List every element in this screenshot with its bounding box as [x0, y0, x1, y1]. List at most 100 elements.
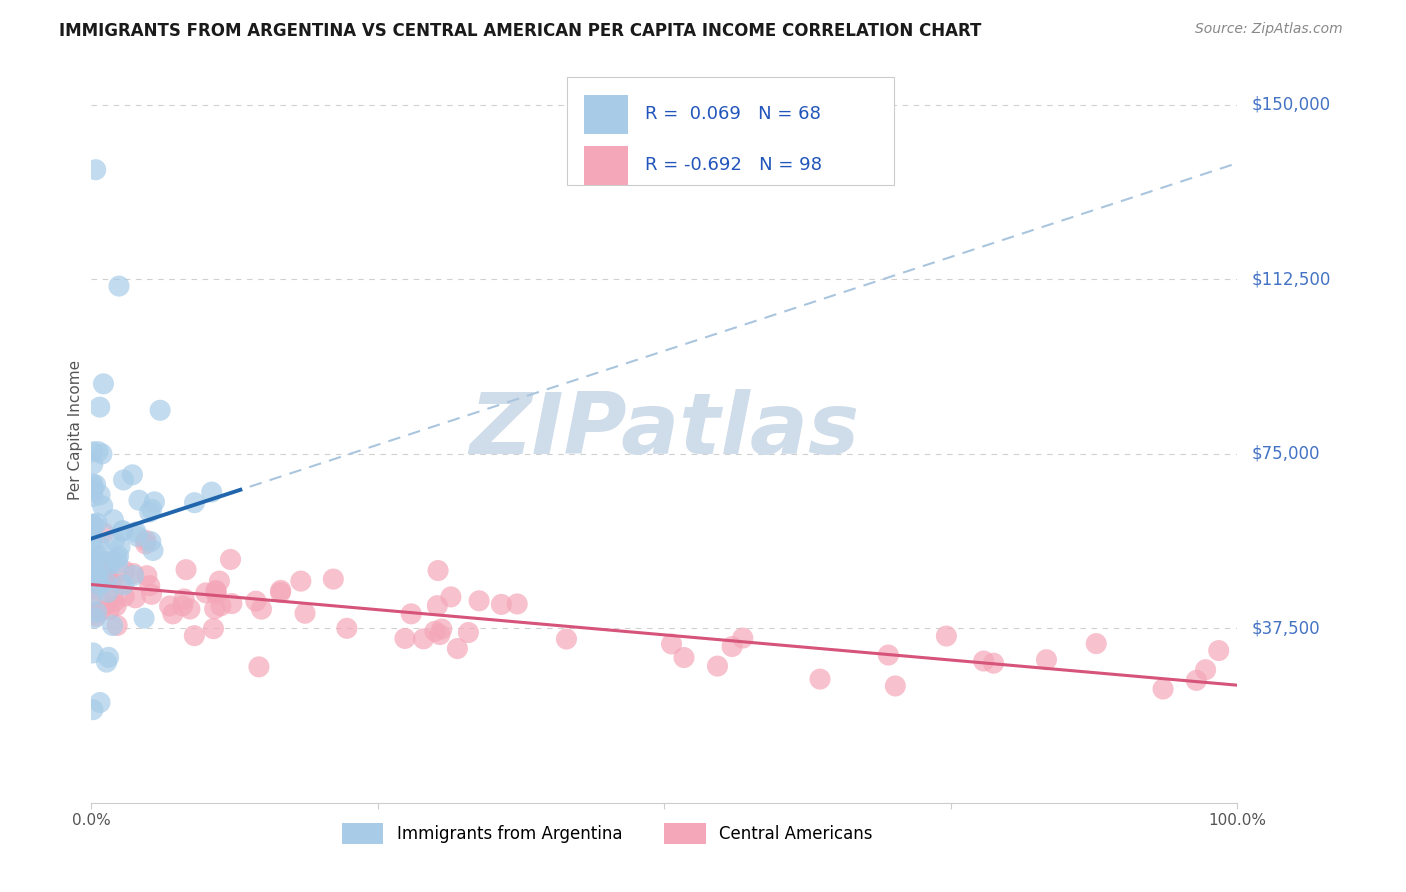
- Point: [101, 618, 124, 632]
- Point: [336, 621, 359, 635]
- Point: [90, 579, 112, 593]
- Point: [86, 570, 108, 584]
- Point: [105, 618, 128, 632]
- Point: [429, 627, 451, 641]
- Point: [91, 556, 114, 570]
- Point: [661, 637, 683, 651]
- Point: [82, 606, 104, 620]
- Point: [98, 602, 121, 616]
- Point: [183, 496, 205, 510]
- Point: [84, 477, 107, 491]
- Point: [100, 575, 122, 590]
- Point: [491, 598, 513, 612]
- Point: [270, 583, 292, 598]
- Point: [98, 557, 121, 571]
- Point: [1185, 673, 1208, 688]
- Point: [877, 648, 900, 662]
- Point: [84, 576, 107, 591]
- Point: [82, 703, 104, 717]
- Point: [205, 587, 228, 601]
- Point: [94, 566, 117, 581]
- Point: [90, 604, 112, 618]
- Point: [108, 540, 131, 554]
- Point: [426, 599, 449, 613]
- Point: [194, 586, 217, 600]
- Point: [122, 566, 145, 581]
- Point: [1152, 681, 1174, 696]
- Text: Source: ZipAtlas.com: Source: ZipAtlas.com: [1195, 22, 1343, 37]
- Point: [82, 588, 104, 602]
- Point: [89, 539, 111, 553]
- Point: [82, 520, 104, 534]
- Point: [135, 568, 157, 582]
- Point: [427, 564, 450, 578]
- Point: [82, 566, 104, 581]
- Point: [91, 499, 114, 513]
- Point: [973, 654, 995, 668]
- Point: [672, 650, 695, 665]
- Point: [84, 564, 107, 578]
- Point: [808, 672, 831, 686]
- Point: [82, 534, 104, 549]
- Point: [1194, 663, 1216, 677]
- Point: [83, 543, 105, 558]
- Point: [128, 493, 150, 508]
- Point: [204, 602, 226, 616]
- Point: [97, 650, 120, 665]
- Text: IMMIGRANTS FROM ARGENTINA VS CENTRAL AMERICAN PER CAPITA INCOME CORRELATION CHAR: IMMIGRANTS FROM ARGENTINA VS CENTRAL AME…: [59, 22, 981, 40]
- Point: [87, 549, 110, 563]
- Point: [555, 632, 578, 646]
- Point: [111, 524, 134, 538]
- Bar: [583, 145, 627, 185]
- Point: [105, 551, 128, 566]
- Point: [1035, 653, 1057, 667]
- Point: [159, 599, 181, 613]
- Point: [84, 162, 107, 177]
- Text: $75,000: $75,000: [1251, 445, 1320, 463]
- Point: [86, 516, 108, 530]
- Point: [83, 611, 105, 625]
- Point: [89, 400, 111, 414]
- Point: [122, 568, 145, 582]
- Point: [127, 529, 149, 543]
- Point: [97, 585, 120, 599]
- Text: ZIPatlas: ZIPatlas: [470, 389, 859, 472]
- Point: [103, 594, 125, 608]
- Point: [139, 534, 162, 549]
- Point: [89, 488, 111, 502]
- Point: [141, 587, 163, 601]
- Point: [108, 578, 131, 592]
- Point: [884, 679, 907, 693]
- Point: [107, 549, 129, 563]
- Point: [219, 552, 242, 566]
- Point: [294, 606, 316, 620]
- Point: [174, 563, 197, 577]
- Point: [94, 556, 117, 570]
- Point: [90, 558, 112, 572]
- Point: [179, 602, 201, 616]
- Point: [111, 524, 134, 538]
- Point: [124, 591, 146, 605]
- Point: [96, 655, 118, 669]
- Point: [209, 599, 232, 613]
- Point: [89, 696, 111, 710]
- Point: [457, 625, 479, 640]
- Point: [132, 611, 155, 625]
- Point: [86, 605, 108, 619]
- Point: [205, 583, 228, 598]
- Point: [108, 279, 131, 293]
- Point: [135, 533, 157, 548]
- Point: [1208, 643, 1230, 657]
- Point: [82, 517, 104, 532]
- Point: [103, 533, 125, 548]
- Point: [983, 656, 1005, 670]
- Point: [82, 483, 104, 498]
- Point: [399, 607, 422, 621]
- Point: [205, 584, 228, 599]
- Text: $37,500: $37,500: [1251, 619, 1320, 637]
- Point: [468, 594, 491, 608]
- Point: [114, 564, 136, 578]
- Point: [440, 590, 463, 604]
- Point: [162, 607, 184, 621]
- Point: [82, 444, 104, 458]
